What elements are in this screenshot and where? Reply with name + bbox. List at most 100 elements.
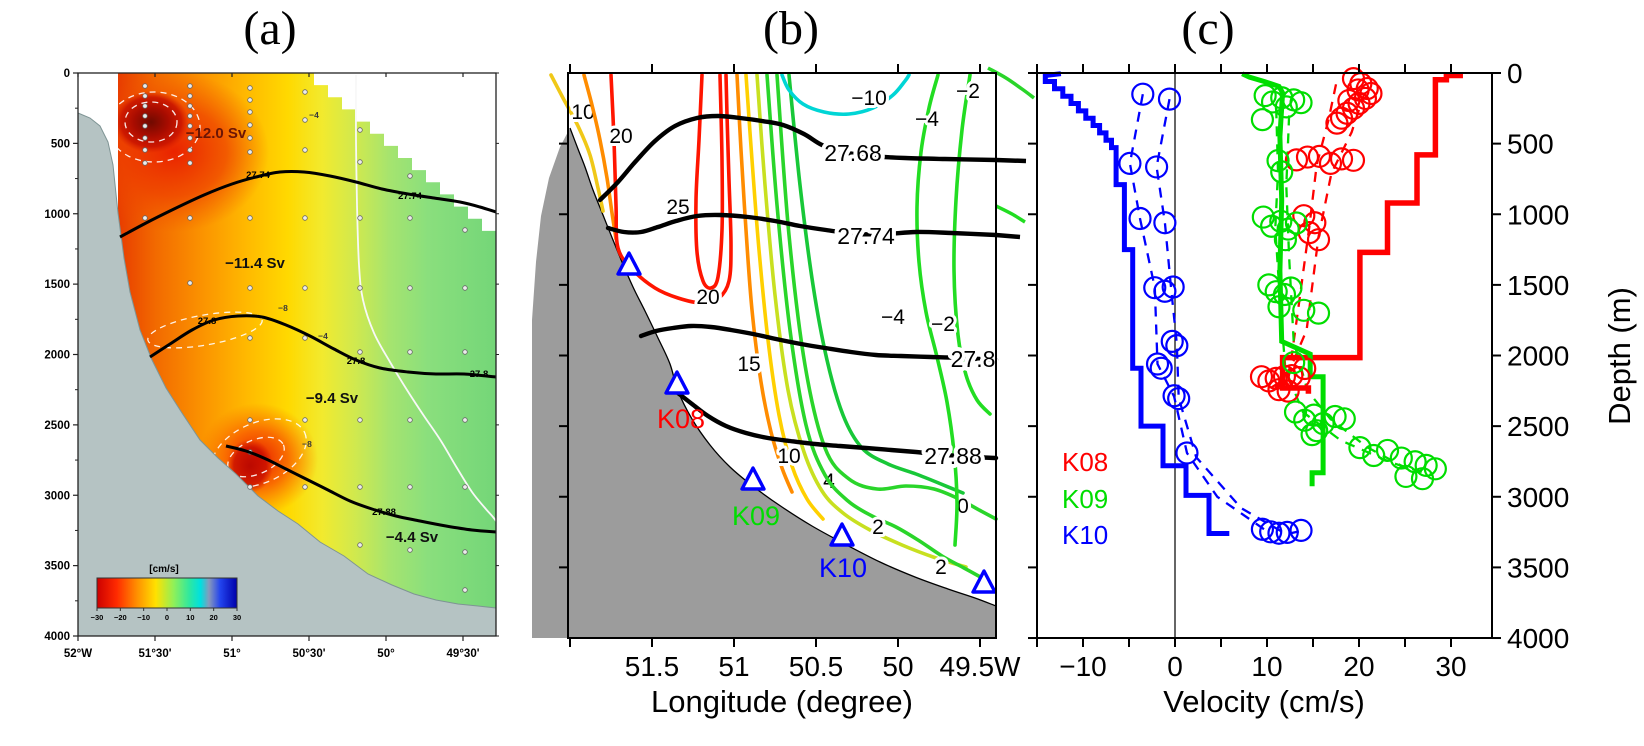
sample-marker (187, 215, 193, 221)
panel-title-a: (a) (243, 2, 296, 55)
sigma-theta-label: 27.8 (951, 346, 996, 372)
velocity-sample-circle (1266, 148, 1290, 173)
dashed-white-contour (211, 418, 307, 488)
y-tick-label-a: 2500 (44, 420, 70, 432)
sigma-theta-contour (638, 323, 999, 363)
contour-spill-segment (995, 157, 1027, 164)
velocity-contour (775, 73, 998, 521)
sample-marker (187, 160, 193, 166)
isopycnal-label: 27.74 (246, 170, 270, 181)
velocity-contour (582, 73, 618, 241)
velocity-sample-circle (1269, 209, 1293, 233)
sample-marker (142, 160, 148, 166)
sample-marker (357, 285, 363, 291)
velocity-contour (694, 73, 725, 290)
x-tick-label-b: 51 (718, 651, 749, 682)
velocity-sample-circle (1131, 82, 1155, 106)
sample-marker (302, 335, 308, 341)
velocity-sample-circle (1305, 419, 1329, 443)
velocity-level-label: −4 (309, 110, 319, 120)
dashed-white-contour (124, 101, 178, 143)
station-triangle (971, 569, 997, 594)
velocity-sample-circle (1157, 87, 1182, 111)
depth-tick-label: 0 (1507, 58, 1523, 89)
sample-marker (142, 113, 148, 119)
depth-tick-label: 500 (1507, 129, 1554, 160)
station-label-K09: K09 (732, 501, 780, 531)
x-tick-label-b: 50.5 (789, 651, 844, 682)
velocity-sample-circle (1175, 441, 1199, 465)
bathymetry-outline-b (569, 127, 997, 607)
velocity-sample-circle (1162, 384, 1186, 408)
velocity-sample-circle (1329, 147, 1354, 171)
no-data-region (300, 73, 496, 243)
panel-b: 1020202515104220−10−4−4−2−227.6827.7427.… (532, 64, 1036, 719)
sample-marker (187, 113, 193, 119)
velocity-sample-circle (1293, 356, 1317, 381)
sample-marker (247, 285, 253, 291)
x-tick-label-a: 49°30' (447, 648, 480, 660)
velocity-sample-circle (1161, 275, 1185, 299)
sample-marker (357, 484, 363, 490)
sample-marker (357, 215, 363, 221)
isopycnal-label: 27.8 (347, 356, 366, 367)
velocity-sample-circle (1149, 356, 1173, 380)
velocity-sample-circle (1128, 206, 1152, 231)
colorbar-tick-label: 10 (186, 613, 194, 622)
velocity-sample-circle (1274, 95, 1298, 119)
depth-tick-label: 3500 (1507, 552, 1569, 583)
velocity-sample-circle (1282, 350, 1306, 375)
zero-velocity-contour (355, 74, 496, 522)
velocity-sample-circle (1306, 228, 1331, 252)
velocity-sample-circle (1414, 453, 1438, 478)
y-tick-label-a: 500 (51, 138, 70, 150)
x-tick-label-a: 51°30' (139, 648, 172, 660)
sigma-theta-contour (675, 390, 999, 461)
colorbar-tick-label: 20 (209, 613, 217, 622)
y-tick-label-a: 2000 (44, 350, 70, 362)
x-tick-label-a: 52°W (64, 648, 92, 660)
velocity-sample-circle (1264, 366, 1288, 390)
station-triangle (616, 251, 642, 276)
sample-marker (187, 135, 193, 141)
sample-marker (462, 587, 468, 593)
isopycnal-label: 27.74 (398, 191, 422, 202)
sample-marker (407, 484, 413, 490)
sample-marker (142, 93, 148, 99)
isopycnal-contour (149, 314, 497, 379)
sample-marker (187, 123, 193, 129)
velocity-sample-circle (1289, 91, 1313, 115)
velocity-sample-circle (1410, 467, 1435, 491)
velocity-contour-label: 10 (777, 445, 800, 468)
bathymetry-land-b (532, 128, 996, 638)
isopycnal-label: 27.88 (372, 507, 396, 518)
velocity-contour-label: −4 (915, 108, 939, 131)
sample-marker (247, 215, 253, 221)
sample-marker (357, 159, 363, 165)
sample-marker (357, 542, 363, 548)
velocity-sample-circle (1300, 423, 1324, 447)
sample-marker (187, 147, 193, 153)
velocity-sample-circle (1279, 276, 1303, 300)
bathymetry-land-a (77, 112, 497, 637)
sample-marker (462, 349, 468, 355)
velocity-sample-circle (1272, 282, 1297, 307)
colorbar: [cm/s] −30 −20 −10 0 10 20 30 (91, 564, 242, 622)
sample-marker (247, 484, 253, 490)
sample-marker (407, 547, 413, 553)
x-tick-label-b: 51.5 (625, 651, 680, 682)
sample-marker (302, 147, 308, 153)
sample-marker (142, 103, 148, 109)
velocity-sample-circle (1270, 160, 1294, 184)
colorbar-tick-label: 0 (165, 613, 169, 622)
velocity-sample-circle (1167, 386, 1191, 411)
sample-marker (247, 417, 253, 423)
velocity-sample-circle (1318, 151, 1343, 176)
velocity-sample-circle (1362, 443, 1386, 468)
transport-label: −4.4 Sv (386, 529, 439, 546)
sample-marker (142, 135, 148, 141)
panel-title-c: (c) (1181, 2, 1234, 55)
depth-tick-label: 2000 (1507, 341, 1569, 372)
sample-marker (462, 285, 468, 291)
transport-label: −12.0 Sv (186, 125, 247, 142)
